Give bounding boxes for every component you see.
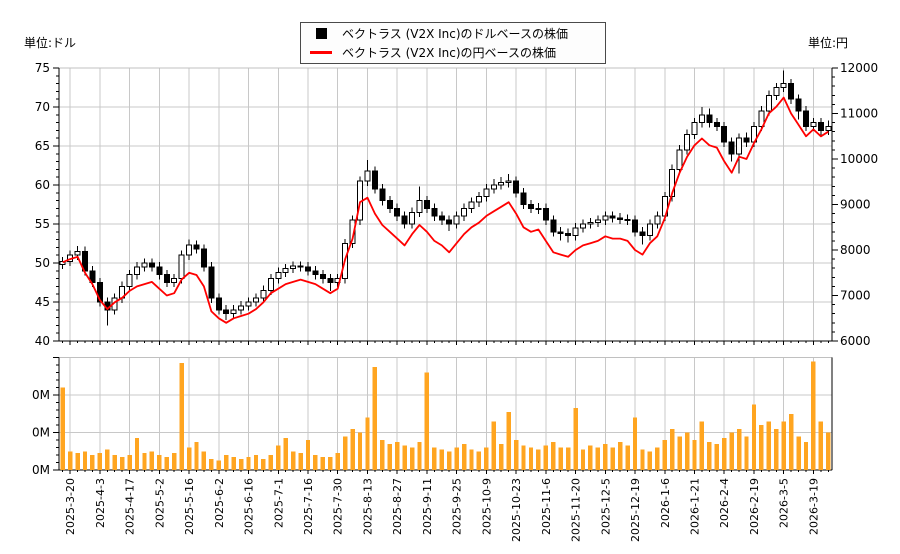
svg-text:75: 75: [35, 61, 50, 75]
svg-text:2025-12-19: 2025-12-19: [629, 478, 642, 542]
svg-text:2026-2-19: 2026-2-19: [748, 478, 761, 535]
svg-text:0M: 0M: [32, 426, 50, 440]
legend: ベクトラス (V2X Inc)のドルベースの株価 ベクトラス (V2X Inc)…: [300, 22, 606, 64]
svg-text:2026-3-19: 2026-3-19: [807, 478, 820, 535]
svg-text:2026-1-21: 2026-1-21: [688, 478, 701, 535]
svg-text:2026-2-4: 2026-2-4: [718, 478, 731, 528]
svg-text:40: 40: [35, 334, 50, 348]
svg-text:2025-10-23: 2025-10-23: [510, 478, 523, 542]
svg-text:2025-7-30: 2025-7-30: [332, 478, 345, 535]
svg-text:11000: 11000: [840, 107, 878, 121]
svg-text:12000: 12000: [840, 61, 878, 75]
left-axis-unit-label: 単位:ドル: [24, 36, 77, 50]
svg-text:2025-9-11: 2025-9-11: [421, 478, 434, 535]
svg-text:60: 60: [35, 178, 50, 192]
svg-text:2025-5-16: 2025-5-16: [183, 478, 196, 535]
svg-text:2025-4-17: 2025-4-17: [124, 478, 137, 535]
svg-text:2025-10-9: 2025-10-9: [480, 478, 493, 535]
svg-text:2026-3-5: 2026-3-5: [778, 478, 791, 528]
svg-text:2025-7-1: 2025-7-1: [272, 478, 285, 528]
svg-text:2026-1-6: 2026-1-6: [659, 478, 672, 528]
svg-text:2025-11-6: 2025-11-6: [540, 478, 553, 535]
svg-text:8000: 8000: [840, 243, 871, 257]
svg-text:2025-8-27: 2025-8-27: [391, 478, 404, 535]
svg-text:2025-7-16: 2025-7-16: [302, 478, 315, 535]
svg-text:50: 50: [35, 256, 50, 270]
svg-text:70: 70: [35, 100, 50, 114]
svg-text:9000: 9000: [840, 198, 871, 212]
svg-text:45: 45: [35, 295, 50, 309]
svg-text:2025-9-25: 2025-9-25: [451, 478, 464, 535]
svg-text:65: 65: [35, 139, 50, 153]
svg-text:2025-5-2: 2025-5-2: [153, 478, 166, 528]
svg-text:2025-4-3: 2025-4-3: [94, 478, 107, 528]
red-line-marker-icon: [309, 50, 333, 54]
svg-text:7000: 7000: [840, 289, 871, 303]
svg-text:0M: 0M: [32, 463, 50, 477]
svg-text:55: 55: [35, 217, 50, 231]
legend-label-dollar: ベクトラス (V2X Inc)のドルベースの株価: [342, 27, 568, 42]
svg-text:6000: 6000: [840, 334, 871, 348]
svg-text:2025-8-13: 2025-8-13: [361, 478, 374, 535]
svg-text:2025-6-2: 2025-6-2: [213, 478, 226, 528]
svg-text:0M: 0M: [32, 388, 50, 402]
svg-text:2025-12-5: 2025-12-5: [599, 478, 612, 535]
right-axis-unit-label: 単位:円: [808, 36, 849, 50]
svg-text:2025-6-16: 2025-6-16: [243, 478, 256, 535]
svg-text:2025-3-20: 2025-3-20: [64, 478, 77, 535]
black-square-marker-icon: [309, 28, 333, 40]
legend-item-yen: ベクトラス (V2X Inc)の円ベースの株価: [309, 44, 597, 61]
legend-label-yen: ベクトラス (V2X Inc)の円ベースの株価: [342, 45, 556, 60]
legend-item-dollar: ベクトラス (V2X Inc)のドルベースの株価: [309, 25, 597, 42]
svg-text:2025-11-20: 2025-11-20: [570, 478, 583, 542]
svg-text:10000: 10000: [840, 152, 878, 166]
